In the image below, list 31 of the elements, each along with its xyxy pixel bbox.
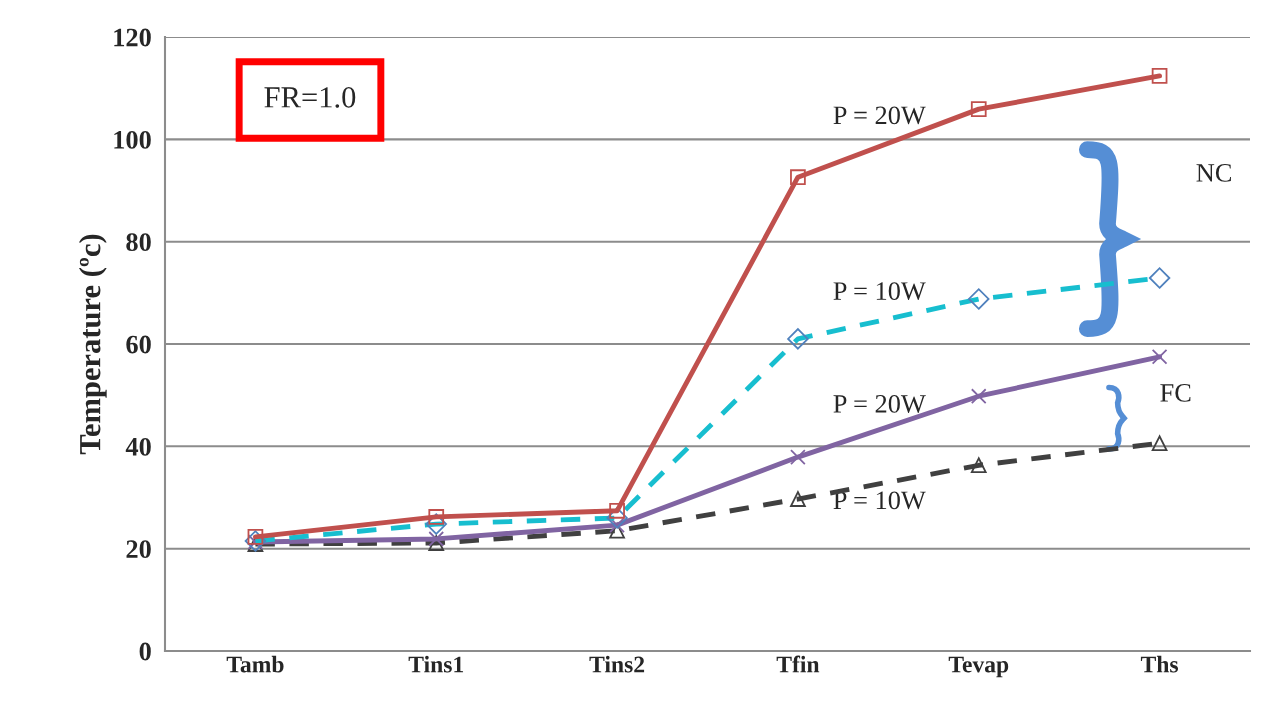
annotation: FR=1.0 <box>264 87 356 108</box>
y-tick-label: 100 <box>114 130 151 149</box>
series-label: P = 20W <box>833 106 926 125</box>
point <box>1151 435 1168 452</box>
x-tick-label: Tamb <box>226 655 284 673</box>
y-tick-label: 0 <box>139 642 151 661</box>
point <box>428 531 445 547</box>
x-tick-label: Ths <box>1140 655 1179 673</box>
point <box>790 169 806 186</box>
annotation: NC <box>1196 164 1231 182</box>
point <box>428 535 445 551</box>
annotation: FC <box>1160 384 1191 402</box>
y-tick-label: 20 <box>126 540 151 559</box>
y-tick-label: 80 <box>126 233 151 252</box>
y-tick-label: 60 <box>126 335 151 354</box>
point <box>970 388 987 405</box>
x-tick-label: Tfin <box>776 655 820 673</box>
x-tick-label: Tevap <box>948 656 1009 678</box>
point <box>970 101 987 117</box>
point <box>970 457 987 474</box>
series-label: P = 10W <box>833 282 926 301</box>
point <box>1151 68 1168 84</box>
point <box>790 491 806 507</box>
point <box>1151 348 1168 365</box>
point <box>790 449 806 465</box>
y-tick-label: 40 <box>125 437 151 456</box>
y-tick-label: 120 <box>114 28 151 47</box>
x-tick-label: Tins2 <box>589 655 645 673</box>
x-tick-label: Tins1 <box>408 655 464 673</box>
series-label: P = 20W <box>833 394 926 413</box>
y-axis-title: Temperature (ºc) <box>78 234 107 455</box>
